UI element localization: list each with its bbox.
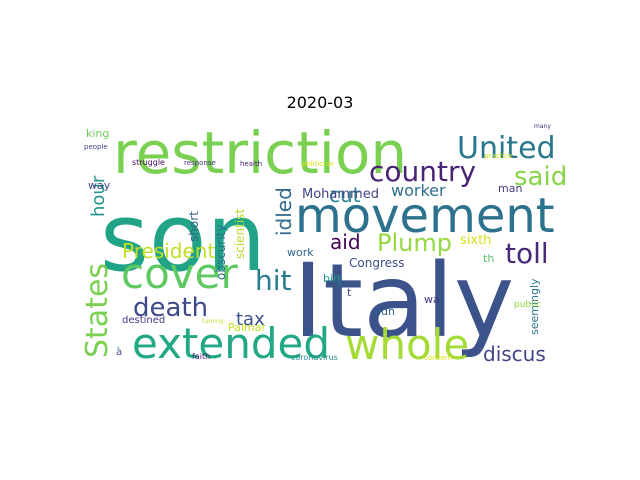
word-2: restriction bbox=[113, 119, 407, 187]
word-15: President bbox=[122, 239, 215, 263]
word-46: struggle bbox=[132, 158, 165, 167]
word-45: concern bbox=[424, 354, 452, 362]
word-33: bin bbox=[323, 272, 340, 285]
word-13: said bbox=[514, 162, 567, 192]
word-30: way bbox=[88, 179, 111, 192]
word-41: public bbox=[514, 300, 541, 310]
word-49: politician bbox=[302, 160, 334, 168]
word-44: coronavirus bbox=[291, 353, 338, 362]
word-26: short bbox=[187, 211, 201, 242]
word-32: work bbox=[287, 246, 314, 259]
word-10: death bbox=[133, 293, 208, 323]
word-20: aid bbox=[330, 230, 361, 254]
word-11: hit bbox=[255, 264, 292, 297]
word-3: movement bbox=[295, 188, 555, 244]
word-21: tax bbox=[236, 309, 265, 330]
word-39: destined bbox=[122, 315, 165, 326]
word-31: man bbox=[498, 182, 522, 195]
word-4: extended bbox=[132, 319, 330, 365]
word-7: United bbox=[457, 131, 556, 166]
word-23: Mohammed bbox=[302, 187, 379, 202]
word-12: toll bbox=[505, 237, 549, 270]
word-35: didn bbox=[371, 305, 395, 318]
word-42: à bbox=[116, 346, 122, 358]
word-0: son bbox=[100, 184, 266, 293]
word-43: faith bbox=[192, 352, 210, 361]
word-50: practice bbox=[484, 152, 512, 160]
word-19: cut bbox=[329, 183, 361, 207]
word-47: response bbox=[184, 159, 216, 167]
word-38: Palmar bbox=[228, 321, 266, 334]
word-6: cover bbox=[121, 249, 238, 298]
word-40: seemingly bbox=[528, 278, 541, 335]
word-51: people bbox=[84, 143, 108, 151]
word-48: health bbox=[240, 160, 262, 168]
word-9: States bbox=[80, 263, 115, 358]
word-29: king bbox=[86, 127, 109, 140]
word-54: raise bbox=[336, 274, 343, 289]
word-52: many bbox=[534, 123, 551, 130]
word-8: country bbox=[369, 155, 476, 188]
word-24: scientist bbox=[233, 209, 247, 259]
word-53: turning bbox=[202, 318, 224, 325]
word-34: t bbox=[347, 286, 352, 299]
word-27: Congress bbox=[349, 256, 405, 270]
word-17: idled bbox=[272, 187, 296, 236]
figure-title: 2020-03 bbox=[286, 93, 354, 112]
word-1: Italy bbox=[293, 242, 514, 361]
word-36: wa bbox=[424, 293, 440, 306]
word-16: discus bbox=[483, 342, 546, 365]
word-28: sixth bbox=[460, 233, 491, 248]
word-14: Plump bbox=[377, 229, 452, 257]
word-25: obscurity bbox=[214, 225, 228, 281]
word-22: worker bbox=[391, 181, 446, 200]
word-37: th bbox=[483, 252, 494, 265]
word-5: whole bbox=[345, 320, 469, 365]
word-18: hour bbox=[88, 175, 109, 217]
